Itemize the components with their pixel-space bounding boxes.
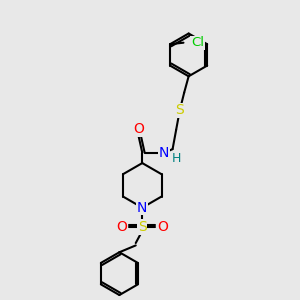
Text: O: O <box>116 220 127 234</box>
Text: Cl: Cl <box>191 36 204 49</box>
Text: S: S <box>138 220 147 234</box>
Text: H: H <box>172 152 181 164</box>
Text: N: N <box>137 201 148 215</box>
Text: O: O <box>133 122 144 136</box>
Text: N: N <box>158 146 169 160</box>
Text: S: S <box>175 103 184 118</box>
Text: O: O <box>157 220 168 234</box>
